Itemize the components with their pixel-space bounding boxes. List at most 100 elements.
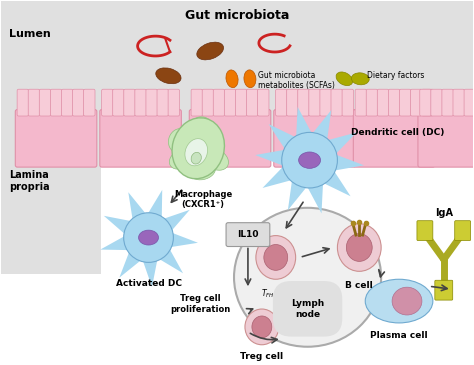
Polygon shape <box>100 233 134 250</box>
FancyBboxPatch shape <box>320 89 331 116</box>
Text: Lymph
node: Lymph node <box>291 299 324 319</box>
Text: Treg cell: Treg cell <box>240 352 283 361</box>
Bar <box>1 155 101 274</box>
FancyBboxPatch shape <box>435 280 453 300</box>
Polygon shape <box>321 132 356 159</box>
FancyBboxPatch shape <box>418 110 474 167</box>
Polygon shape <box>263 162 298 188</box>
FancyBboxPatch shape <box>101 89 113 116</box>
FancyBboxPatch shape <box>309 89 320 116</box>
FancyBboxPatch shape <box>353 110 435 167</box>
FancyBboxPatch shape <box>135 89 146 116</box>
FancyBboxPatch shape <box>15 110 97 167</box>
Polygon shape <box>304 177 323 214</box>
FancyBboxPatch shape <box>410 89 422 116</box>
Polygon shape <box>158 210 190 235</box>
Ellipse shape <box>138 230 158 245</box>
FancyBboxPatch shape <box>100 110 182 167</box>
Bar <box>1 1 473 155</box>
Text: Macrophage
(CXCR1⁺): Macrophage (CXCR1⁺) <box>174 190 232 210</box>
Ellipse shape <box>252 316 272 338</box>
Text: Treg cell
proliferation: Treg cell proliferation <box>170 294 230 314</box>
Ellipse shape <box>282 132 337 188</box>
FancyBboxPatch shape <box>257 89 269 116</box>
Polygon shape <box>145 190 162 223</box>
Text: Activated DC: Activated DC <box>116 279 182 288</box>
FancyBboxPatch shape <box>236 89 247 116</box>
Polygon shape <box>119 246 146 278</box>
FancyBboxPatch shape <box>453 89 465 116</box>
FancyBboxPatch shape <box>331 89 342 116</box>
Ellipse shape <box>168 128 191 153</box>
FancyBboxPatch shape <box>191 89 202 116</box>
Ellipse shape <box>156 68 181 84</box>
FancyBboxPatch shape <box>246 89 258 116</box>
FancyBboxPatch shape <box>83 89 95 116</box>
Ellipse shape <box>351 73 369 85</box>
FancyBboxPatch shape <box>224 89 236 116</box>
Ellipse shape <box>188 160 216 180</box>
Polygon shape <box>104 216 137 238</box>
FancyBboxPatch shape <box>226 223 270 246</box>
Polygon shape <box>296 107 315 143</box>
FancyBboxPatch shape <box>420 89 431 116</box>
FancyBboxPatch shape <box>274 110 356 167</box>
Ellipse shape <box>299 152 320 168</box>
FancyBboxPatch shape <box>298 89 309 116</box>
FancyBboxPatch shape <box>28 89 40 116</box>
Polygon shape <box>165 231 198 248</box>
Polygon shape <box>309 110 331 146</box>
FancyBboxPatch shape <box>431 89 442 116</box>
FancyBboxPatch shape <box>421 89 433 116</box>
Polygon shape <box>328 152 364 172</box>
Ellipse shape <box>337 224 381 271</box>
FancyBboxPatch shape <box>50 89 62 116</box>
Text: Plasma cell: Plasma cell <box>370 331 428 340</box>
Ellipse shape <box>346 234 372 261</box>
FancyBboxPatch shape <box>113 89 124 116</box>
FancyBboxPatch shape <box>355 89 366 116</box>
FancyBboxPatch shape <box>417 221 433 241</box>
Text: Dendritic cell (DC): Dendritic cell (DC) <box>351 128 445 137</box>
FancyBboxPatch shape <box>464 89 474 116</box>
Text: Lamina
propria: Lamina propria <box>9 170 50 192</box>
FancyBboxPatch shape <box>342 89 354 116</box>
FancyBboxPatch shape <box>455 221 471 241</box>
FancyBboxPatch shape <box>213 89 225 116</box>
Ellipse shape <box>365 279 433 323</box>
FancyBboxPatch shape <box>388 89 400 116</box>
FancyBboxPatch shape <box>146 89 157 116</box>
Ellipse shape <box>264 245 288 270</box>
Ellipse shape <box>392 287 422 315</box>
FancyBboxPatch shape <box>73 89 84 116</box>
Text: B cell: B cell <box>346 281 373 290</box>
Ellipse shape <box>169 149 192 169</box>
Ellipse shape <box>185 139 208 166</box>
FancyBboxPatch shape <box>17 89 28 116</box>
Polygon shape <box>128 192 149 225</box>
FancyBboxPatch shape <box>124 89 135 116</box>
Polygon shape <box>318 166 351 196</box>
Text: Dietary factors: Dietary factors <box>367 71 425 80</box>
Polygon shape <box>288 174 311 210</box>
Polygon shape <box>141 254 158 287</box>
Ellipse shape <box>336 72 353 86</box>
Text: $T_{FH}$ cell: $T_{FH}$ cell <box>261 287 290 300</box>
Ellipse shape <box>244 70 256 88</box>
FancyBboxPatch shape <box>189 110 271 167</box>
Ellipse shape <box>191 152 201 164</box>
FancyBboxPatch shape <box>287 89 298 116</box>
FancyBboxPatch shape <box>275 89 287 116</box>
Ellipse shape <box>124 213 173 262</box>
FancyBboxPatch shape <box>202 89 214 116</box>
Ellipse shape <box>245 309 279 345</box>
Polygon shape <box>255 149 291 168</box>
Ellipse shape <box>191 117 212 137</box>
Text: Gut microbiota: Gut microbiota <box>185 9 289 22</box>
Ellipse shape <box>172 118 224 179</box>
FancyBboxPatch shape <box>168 89 180 116</box>
Ellipse shape <box>226 70 238 88</box>
FancyBboxPatch shape <box>366 89 378 116</box>
Polygon shape <box>269 124 301 155</box>
Ellipse shape <box>234 208 381 347</box>
